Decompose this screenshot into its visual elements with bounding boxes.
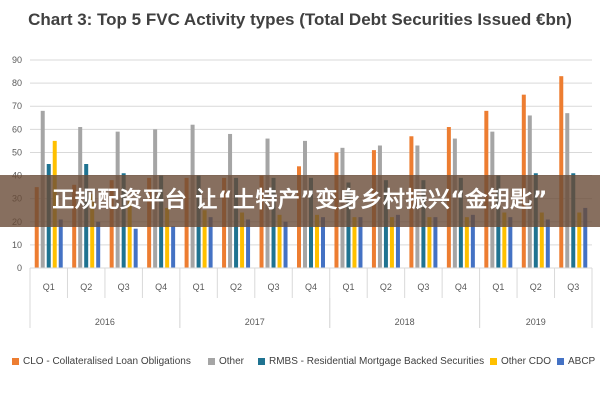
bar (208, 217, 213, 268)
bar (96, 221, 101, 268)
legend-label-other: Other (219, 355, 245, 367)
legend-item-other-cdo: Other CDO (490, 353, 551, 369)
legend-swatch-other (208, 357, 215, 365)
bar (427, 217, 432, 268)
caption-banner-text: 正规配资平台 让“土特产”变身乡村振兴“金钥匙” (52, 188, 548, 213)
x-tick-label: Q2 (80, 282, 92, 292)
bar (246, 219, 251, 268)
bar (358, 217, 363, 268)
x-tick-label: Q2 (230, 282, 242, 292)
bar (321, 217, 325, 268)
y-tick-label: 70 (12, 101, 22, 111)
y-tick-label: 10 (12, 240, 22, 250)
bar (470, 214, 475, 268)
bar (165, 207, 170, 268)
bar (34, 187, 39, 268)
year-label: 2016 (95, 317, 115, 327)
bar (395, 214, 400, 268)
x-tick-label: Q1 (492, 282, 504, 292)
bar (583, 207, 588, 268)
y-tick-label: 60 (12, 124, 22, 134)
x-tick-label: Q1 (43, 282, 55, 292)
legend-label-rmbs: RMBS - Residential Mortgage Backed Secur… (269, 355, 485, 367)
chart-title: Chart 3: Top 5 FVC Activity types (Total… (28, 10, 572, 29)
bar (202, 210, 207, 268)
bar (577, 212, 582, 268)
bar (283, 221, 288, 268)
bar (240, 212, 245, 268)
y-tick-label: 80 (12, 78, 22, 88)
x-tick-label: Q3 (118, 282, 130, 292)
x-tick-label: Q3 (417, 282, 429, 292)
x-tick-label: Q4 (455, 282, 467, 292)
bar (90, 194, 95, 268)
bar (127, 200, 132, 268)
x-tick-label: Q4 (305, 282, 317, 292)
legend-label-clo: CLO - Collateralised Loan Obligations (23, 355, 191, 367)
legend-item-abcp: ABCP (557, 353, 595, 369)
bar (545, 219, 550, 268)
bar (539, 212, 544, 268)
x-tick-label: Q2 (530, 282, 542, 292)
bar (58, 219, 63, 268)
bar (171, 226, 176, 268)
chart-legend: CLO - Collateralised Loan Obligations Ot… (12, 353, 595, 369)
legend-item-other: Other (208, 353, 244, 369)
legend-label-other-cdo: Other CDO (501, 355, 552, 367)
y-tick-label: 0 (17, 263, 22, 273)
legend-item-rmbs: RMBS - Residential Mortgage Backed Secur… (258, 353, 484, 369)
x-tick-label: Q4 (155, 282, 167, 292)
legend-swatch-abcp (557, 357, 564, 365)
year-label: 2018 (395, 317, 415, 327)
x-tick-label: Q3 (567, 282, 579, 292)
caption-banner: 正规配资平台 让“土特产”变身乡村振兴“金钥匙” (0, 175, 600, 227)
bar (277, 214, 282, 268)
bar (133, 228, 138, 268)
bar (315, 214, 319, 268)
legend-label-abcp: ABCP (568, 355, 596, 367)
year-label: 2019 (526, 317, 546, 327)
x-tick-label: Q3 (268, 282, 280, 292)
bar (352, 217, 357, 268)
bar (502, 212, 507, 268)
bar (508, 217, 513, 268)
bar (433, 217, 438, 268)
bar (559, 76, 564, 268)
legend-item-clo: CLO - Collateralised Loan Obligations (12, 353, 191, 369)
bar (389, 217, 394, 268)
year-label: 2017 (245, 317, 265, 327)
y-tick-label: 90 (12, 55, 22, 65)
x-tick-label: Q2 (380, 282, 392, 292)
legend-swatch-clo (12, 357, 19, 365)
legend-swatch-rmbs (258, 357, 265, 365)
bar (464, 217, 469, 268)
x-tick-label: Q1 (342, 282, 354, 292)
legend-swatch-other-cdo (490, 357, 497, 365)
y-tick-label: 50 (12, 147, 22, 157)
x-tick-label: Q1 (193, 282, 205, 292)
